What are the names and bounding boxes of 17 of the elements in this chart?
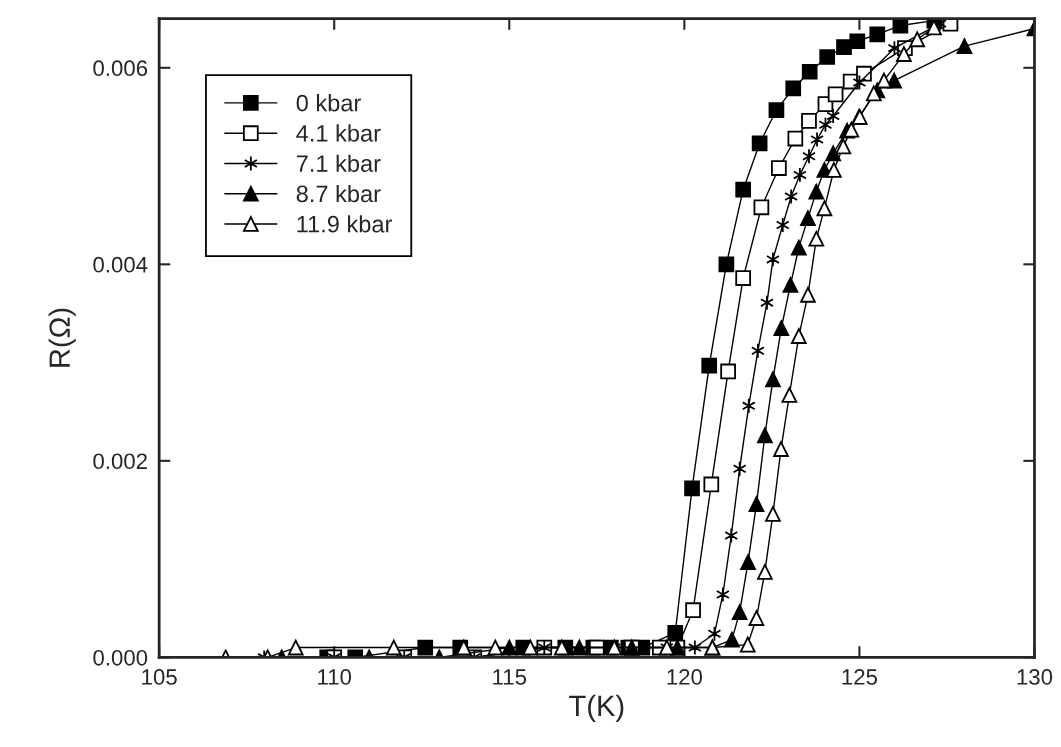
x-axis-title: T(K) (569, 694, 624, 722)
legend-label: 4.1 kbar (296, 124, 381, 142)
x-tick-label: 130 (1017, 669, 1053, 685)
legend-label: 8.7 kbar (296, 184, 381, 203)
legend-label: 7.1 kbar (296, 154, 381, 172)
y-tick-label: 0.002 (93, 453, 147, 470)
x-tick-label: 110 (318, 669, 352, 685)
legend-label: 0 kbar (296, 94, 361, 112)
x-tick-label: 120 (667, 669, 703, 685)
x-tick-label: 105 (142, 669, 177, 685)
y-tick-label: 0.006 (93, 60, 148, 77)
legend-label: 11.9 kbar (297, 215, 392, 233)
x-tick-label: 115 (493, 669, 527, 685)
x-tick-label: 125 (842, 669, 878, 685)
y-axis-title: R(Ω) (48, 308, 76, 367)
y-tick-label: 0.004 (93, 256, 148, 273)
y-tick-label: 0.000 (93, 649, 148, 666)
